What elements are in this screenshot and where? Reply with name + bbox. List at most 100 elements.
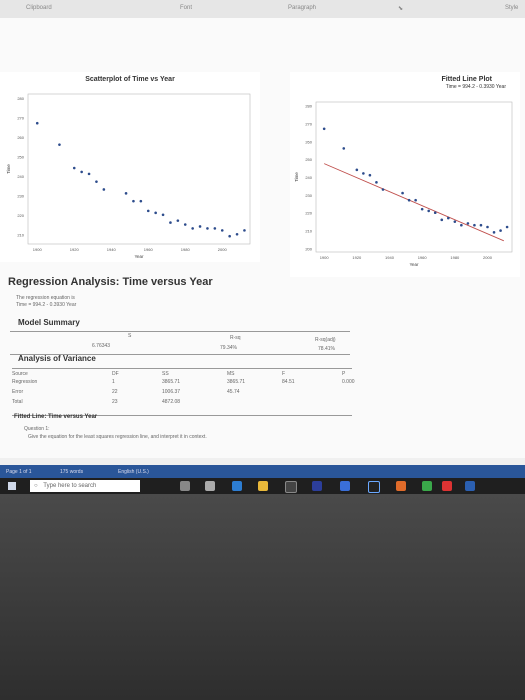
scatter-xtick-label: 1900 bbox=[33, 247, 43, 252]
fitted-equation: Time = 994.2 - 0.3930 Year bbox=[445, 84, 506, 90]
task-view-icon[interactable] bbox=[205, 481, 215, 491]
anova-cell: Total bbox=[12, 399, 23, 405]
fitted-data-point bbox=[342, 147, 346, 150]
scatter-data-point bbox=[191, 227, 194, 230]
anova-header-cell: F bbox=[282, 371, 286, 377]
scatter-xtick-label: 1960 bbox=[144, 247, 154, 252]
search-circle-icon: ○ bbox=[34, 483, 38, 489]
search-placeholder: Type here to search bbox=[43, 483, 97, 489]
scatter-data-point bbox=[169, 221, 172, 224]
status-words[interactable]: 175 words bbox=[60, 469, 84, 475]
fitted-y-axis-label: Time bbox=[294, 172, 299, 182]
file-explorer-icon[interactable] bbox=[258, 481, 268, 491]
ms-value-s: 6.76343 bbox=[92, 343, 111, 349]
dropbox-icon[interactable] bbox=[340, 481, 350, 491]
scatter-xtick-label: 1940 bbox=[107, 247, 117, 252]
firefox-icon[interactable] bbox=[396, 481, 406, 491]
ribbon-launcher-icon[interactable]: ⬊ bbox=[398, 6, 404, 12]
scatter-data-point bbox=[220, 229, 224, 232]
scatter-data-point bbox=[206, 227, 209, 230]
scatter-data-point bbox=[161, 213, 165, 217]
fitted-xtick-label: 1940 bbox=[385, 255, 395, 260]
windows-start-icon[interactable] bbox=[8, 482, 16, 490]
scatter-data-point bbox=[132, 199, 135, 203]
anova-cell: 3865.71 bbox=[162, 379, 181, 385]
scatter-xtick-label: 1980 bbox=[181, 247, 191, 252]
fitted-fit-line bbox=[323, 163, 505, 242]
anova-cell: 4872.08 bbox=[162, 399, 181, 405]
fitted-ytick-label: 280 bbox=[305, 104, 312, 109]
question-text[interactable]: Give the equation for the least squares … bbox=[28, 434, 207, 440]
ms-header-s: S bbox=[128, 333, 132, 339]
fitted-xtick-label: 1980 bbox=[450, 255, 460, 260]
fitted-data-point bbox=[381, 188, 385, 191]
anova-cell: 0.000 bbox=[342, 379, 355, 385]
fitted-x-axis-label: Year bbox=[409, 262, 419, 267]
ribbon-paragraph[interactable]: Paragraph bbox=[288, 5, 317, 11]
anova-table: Source DF SS MS F P Regression 1 3865.71 3865.71 8… bbox=[12, 368, 355, 416]
chrome-icon[interactable] bbox=[442, 481, 452, 491]
oo-app-icon[interactable] bbox=[368, 481, 380, 493]
ribbon-font[interactable]: Font bbox=[180, 5, 193, 11]
scatter-data-point bbox=[235, 232, 239, 236]
excel-icon[interactable] bbox=[422, 481, 432, 491]
scatter-xtick-label: 2000 bbox=[218, 247, 228, 252]
fitted-ytick-label: 260 bbox=[305, 139, 312, 144]
fitted-ytick-label: 270 bbox=[305, 121, 312, 126]
scatter-ytick-label: 240 bbox=[17, 174, 24, 179]
fitted-ytick-label: 220 bbox=[305, 211, 312, 216]
fitted-data-point bbox=[427, 209, 430, 213]
anova-cell: 3865.71 bbox=[227, 379, 246, 385]
anova-header-cell: DF bbox=[112, 371, 119, 377]
fitted-plot-frame bbox=[315, 101, 513, 253]
fitted-xtick-label: 1900 bbox=[320, 255, 330, 260]
fitted-data-point bbox=[414, 198, 417, 202]
fitted-data-point bbox=[322, 127, 326, 131]
fitted-data-point bbox=[492, 231, 496, 234]
scatter-data-point bbox=[35, 121, 39, 125]
scatter-data-point bbox=[102, 188, 106, 191]
edge-icon[interactable] bbox=[232, 481, 242, 491]
fitted-data-point bbox=[368, 173, 372, 177]
anova-cell: 22 bbox=[112, 389, 118, 395]
mic-icon[interactable] bbox=[180, 481, 190, 491]
ribbon-clipboard[interactable]: Clipboard bbox=[26, 5, 52, 11]
ms-value-rsqadj: 78.41% bbox=[318, 346, 335, 352]
ribbon-styles[interactable]: Style bbox=[505, 5, 519, 11]
scatter-data-point bbox=[198, 225, 202, 228]
scatter-ytick-label: 210 bbox=[17, 232, 24, 237]
fitted-data-point bbox=[466, 222, 470, 225]
fitted-svg: 280 270 260 250 240 230 220 210 200 1900 1920 1940 1… bbox=[294, 101, 513, 267]
fitted-data-point bbox=[473, 223, 476, 227]
fitted-data-point bbox=[433, 211, 437, 215]
app-a-icon[interactable] bbox=[312, 481, 322, 491]
status-page[interactable]: Page 1 of 1 bbox=[6, 469, 32, 475]
fitted-data-point bbox=[362, 172, 365, 175]
scatter-x-axis-label: Year bbox=[134, 254, 144, 259]
scatter-data-point bbox=[80, 170, 83, 174]
anova-title: Analysis of Variance bbox=[18, 354, 96, 363]
scatter-data-point bbox=[176, 219, 180, 222]
fitted-data-point bbox=[479, 223, 483, 227]
word-icon[interactable] bbox=[465, 481, 475, 491]
ms-header-rsq: R-sq bbox=[230, 335, 241, 341]
anova-cell: 45.74 bbox=[227, 389, 240, 395]
fitted-line-label: Fitted Line: Time versus Year bbox=[14, 414, 98, 420]
document-page[interactable]: Scatterplot of Time vs Year 280 270 260 250… bbox=[0, 18, 525, 458]
anova-cell: 84.51 bbox=[282, 379, 295, 385]
scatter-ytick-label: 220 bbox=[17, 213, 24, 218]
scatter-ytick-label: 270 bbox=[17, 115, 24, 120]
scatter-data-point bbox=[154, 211, 157, 215]
anova-cell: Regression bbox=[12, 379, 38, 385]
anova-cell: 1 bbox=[112, 379, 115, 385]
scatter-data-point bbox=[95, 180, 98, 183]
status-language[interactable]: English (U.S.) bbox=[118, 469, 149, 475]
equation-intro: The regression equation is bbox=[16, 295, 75, 301]
ribbon: Clipboard Font Paragraph ⬊ Style bbox=[0, 0, 525, 19]
regression-equation: Time = 994.2 - 0.3930 Year bbox=[16, 302, 77, 308]
fitted-line-chart: Fitted Line Plot Time = 994.2 - 0.3930 Y… bbox=[290, 72, 520, 277]
taskbar-search-box[interactable]: ○ Type here to search bbox=[30, 480, 140, 492]
status-bar: Page 1 of 1 175 words English (U.S.) bbox=[0, 465, 525, 478]
fitted-data-point bbox=[401, 191, 404, 195]
store-icon[interactable] bbox=[285, 481, 297, 493]
